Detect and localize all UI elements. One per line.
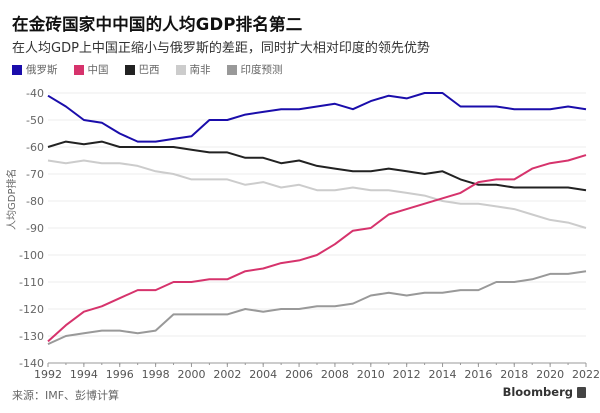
x-tick-label: 2012 xyxy=(393,368,421,381)
x-tick-label: 2020 xyxy=(536,368,564,381)
legend-label: 印度预测 xyxy=(240,64,283,76)
source-note: 来源：IMF、彭博计算 xyxy=(12,389,120,402)
x-tick-label: 2008 xyxy=(321,368,349,381)
y-tick-label: -40 xyxy=(26,87,44,100)
legend-label: 俄罗斯 xyxy=(26,64,58,76)
y-tick-label: -70 xyxy=(26,168,44,181)
legend-item-south-africa: 南非 xyxy=(175,62,211,77)
x-tick-label: 1996 xyxy=(106,368,134,381)
x-tick-label: 2010 xyxy=(357,368,385,381)
legend-item-russia: 俄罗斯 xyxy=(12,62,58,77)
y-tick-label: -80 xyxy=(26,195,44,208)
y-tick-label: -140 xyxy=(19,357,44,370)
legend-label: 巴西 xyxy=(138,64,160,76)
x-tick-label: 2004 xyxy=(249,368,277,381)
y-tick-label: -110 xyxy=(19,276,44,289)
x-tick-label: 2000 xyxy=(177,368,205,381)
series-line-2 xyxy=(47,140,587,192)
legend-item-india: 印度预测 xyxy=(226,62,283,77)
legend-item-china: 中国 xyxy=(73,62,109,77)
y-tick-label: -90 xyxy=(26,222,44,235)
y-tick-label: -100 xyxy=(19,249,44,262)
legend-label: 中国 xyxy=(87,64,109,76)
series-line-3 xyxy=(47,159,587,229)
x-tick-label: 2006 xyxy=(285,368,313,381)
x-tick-label: 2002 xyxy=(213,368,241,381)
y-tick-label: -50 xyxy=(26,114,44,127)
legend-swatch xyxy=(226,64,237,75)
brand-logo: Bloomberg xyxy=(503,385,586,399)
x-tick-label: 1998 xyxy=(142,368,170,381)
x-tick-label: 1994 xyxy=(70,368,98,381)
x-tick-label: 2016 xyxy=(464,368,492,381)
x-tick-label: 2018 xyxy=(500,368,528,381)
legend-swatch xyxy=(73,64,84,75)
chart-subtitle: 在人均GDP上中国正缩小与俄罗斯的差距，同时扩大相对印度的领先优势 xyxy=(12,41,430,56)
legend-swatch xyxy=(12,64,22,75)
brand-name: Bloomberg xyxy=(502,385,573,399)
x-tick-label: 2014 xyxy=(429,368,457,381)
series-line-0 xyxy=(47,92,587,143)
legend-swatch xyxy=(124,64,135,75)
y-tick-label: -60 xyxy=(26,141,44,154)
chart-title: 在金砖国家中中国的人均GDP排名第二 xyxy=(12,15,303,34)
y-tick-label: -130 xyxy=(19,330,44,343)
legend-label: 南非 xyxy=(189,64,211,76)
y-tick-label: -120 xyxy=(19,303,44,316)
x-tick-label: 1992 xyxy=(34,368,62,381)
x-tick-label: 2022 xyxy=(572,368,600,381)
legend-swatch xyxy=(175,64,186,75)
series-line-4 xyxy=(47,270,587,346)
legend: 俄罗斯 中国 巴西 南非 印度预测 xyxy=(12,62,283,77)
series-line-1 xyxy=(47,154,587,343)
bloomberg-icon xyxy=(577,386,586,398)
legend-item-brazil: 巴西 xyxy=(124,62,160,77)
